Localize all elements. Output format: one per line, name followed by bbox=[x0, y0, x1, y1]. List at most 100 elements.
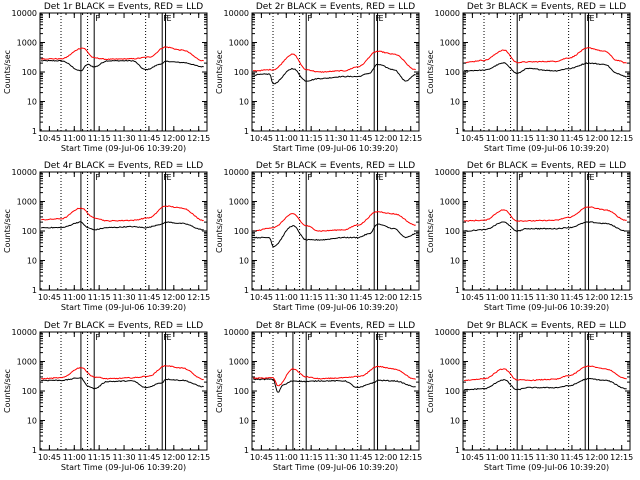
x-axis-label: Start Time (09-Jul-06 10:39:20) bbox=[61, 144, 186, 153]
panel-title: Det 6r BLACK = Events, RED = LLD bbox=[467, 161, 626, 171]
x-tick-label: 12:15 bbox=[399, 134, 422, 143]
y-tick-label: 10000 bbox=[435, 328, 460, 337]
x-tick-label: 10:45 bbox=[38, 293, 61, 302]
y-tick-label: 10000 bbox=[224, 168, 249, 177]
x-tick-label: 11:00 bbox=[275, 293, 298, 302]
y-tick-label: 100 bbox=[22, 227, 37, 236]
x-tick-label: 11:15 bbox=[511, 293, 534, 302]
x-tick-label: 11:45 bbox=[137, 453, 160, 462]
flag-label: F bbox=[586, 14, 591, 23]
series-lld-line bbox=[464, 47, 627, 64]
y-tick-label: 100 bbox=[445, 227, 460, 236]
y-tick-label: 1 bbox=[244, 127, 249, 136]
series-lld-line bbox=[40, 205, 204, 222]
panel-title: Det 1r BLACK = Events, RED = LLD bbox=[44, 2, 203, 12]
x-tick-label: 11:45 bbox=[349, 134, 372, 143]
y-axis-label: Counts/sec bbox=[215, 209, 224, 253]
series-events-line bbox=[252, 223, 416, 248]
flag-label: F bbox=[95, 173, 100, 182]
x-tick-label: 11:00 bbox=[486, 134, 509, 143]
x-tick-label: 10:45 bbox=[250, 134, 273, 143]
x-axis-label: Start Time (09-Jul-06 10:39:20) bbox=[61, 303, 186, 312]
x-tick-label: 12:15 bbox=[187, 134, 210, 143]
y-tick-label: 1000 bbox=[440, 198, 460, 207]
x-tick-label: 11:15 bbox=[88, 293, 111, 302]
y-tick-label: 1000 bbox=[440, 39, 460, 48]
x-tick-label: 11:30 bbox=[113, 293, 136, 302]
x-tick-label: 11:45 bbox=[349, 453, 372, 462]
panel-title: Det 9r BLACK = Events, RED = LLD bbox=[467, 321, 626, 331]
y-axis-label: Counts/sec bbox=[426, 369, 435, 413]
x-tick-label: 11:30 bbox=[536, 453, 559, 462]
x-tick-label: 11:45 bbox=[560, 134, 583, 143]
y-tick-label: 10000 bbox=[435, 9, 460, 18]
flag-label: E bbox=[379, 333, 384, 342]
y-axis-label: Counts/sec bbox=[426, 50, 435, 94]
y-axis-label: Counts/sec bbox=[215, 50, 224, 94]
x-tick-label: 11:30 bbox=[325, 293, 348, 302]
y-tick-label: 100 bbox=[234, 387, 249, 396]
series-events-line bbox=[253, 63, 416, 85]
y-tick-label: 1000 bbox=[229, 358, 249, 367]
x-tick-label: 11:00 bbox=[275, 453, 298, 462]
x-tick-label: 10:45 bbox=[461, 134, 484, 143]
panel-title: Det 2r BLACK = Events, RED = LLD bbox=[256, 2, 415, 12]
x-tick-label: 11:45 bbox=[137, 134, 160, 143]
x-tick-label: 12:00 bbox=[162, 293, 185, 302]
x-tick-label: 11:15 bbox=[511, 134, 534, 143]
x-tick-label: 11:00 bbox=[486, 453, 509, 462]
x-tick-label: 11:45 bbox=[137, 293, 160, 302]
x-tick-label: 12:15 bbox=[610, 293, 633, 302]
x-tick-label: 12:15 bbox=[187, 293, 210, 302]
flag-label: F bbox=[307, 333, 312, 342]
series-events-line bbox=[253, 378, 416, 393]
flag-label: F bbox=[163, 14, 168, 23]
flag-label: F bbox=[375, 14, 380, 23]
panel-title: Det 4r BLACK = Events, RED = LLD bbox=[44, 161, 203, 171]
x-tick-label: 11:00 bbox=[63, 134, 86, 143]
y-tick-label: 10000 bbox=[224, 328, 249, 337]
y-tick-label: 10 bbox=[27, 98, 37, 107]
x-tick-label: 10:45 bbox=[461, 293, 484, 302]
x-tick-label: 11:30 bbox=[113, 134, 136, 143]
flag-label: E bbox=[167, 14, 172, 23]
x-tick-label: 10:45 bbox=[250, 453, 273, 462]
y-tick-label: 1 bbox=[455, 286, 460, 295]
x-tick-label: 10:45 bbox=[461, 453, 484, 462]
flag-label: E bbox=[167, 333, 172, 342]
y-tick-label: 10 bbox=[239, 257, 249, 266]
y-tick-label: 100 bbox=[234, 227, 249, 236]
x-tick-label: 11:15 bbox=[511, 453, 534, 462]
y-tick-label: 100 bbox=[445, 68, 460, 77]
x-tick-label: 12:00 bbox=[585, 453, 608, 462]
flag-label: F bbox=[518, 333, 523, 342]
flag-label: F bbox=[163, 173, 168, 182]
y-tick-label: 1 bbox=[244, 446, 249, 455]
y-tick-label: 10 bbox=[27, 257, 37, 266]
y-tick-label: 1 bbox=[32, 127, 37, 136]
x-tick-label: 11:30 bbox=[325, 453, 348, 462]
x-axis-label: Start Time (09-Jul-06 10:39:20) bbox=[484, 303, 609, 312]
flag-label: E bbox=[167, 173, 172, 182]
flag-label: F bbox=[375, 173, 380, 182]
x-tick-label: 11:30 bbox=[536, 134, 559, 143]
x-tick-label: 12:00 bbox=[162, 134, 185, 143]
flag-label: F bbox=[307, 14, 312, 23]
x-tick-label: 11:45 bbox=[349, 293, 372, 302]
series-events-line bbox=[41, 377, 204, 390]
y-tick-label: 100 bbox=[234, 68, 249, 77]
x-tick-label: 12:15 bbox=[610, 134, 633, 143]
y-tick-label: 10 bbox=[27, 417, 37, 426]
flag-label: F bbox=[518, 173, 523, 182]
y-axis-label: Counts/sec bbox=[3, 50, 12, 94]
x-tick-label: 11:45 bbox=[560, 293, 583, 302]
x-axis-label: Start Time (09-Jul-06 10:39:20) bbox=[273, 303, 398, 312]
y-axis-label: Counts/sec bbox=[3, 369, 12, 413]
y-tick-label: 100 bbox=[445, 387, 460, 396]
y-tick-label: 100 bbox=[22, 387, 37, 396]
panel-title: Det 7r BLACK = Events, RED = LLD bbox=[44, 321, 203, 331]
